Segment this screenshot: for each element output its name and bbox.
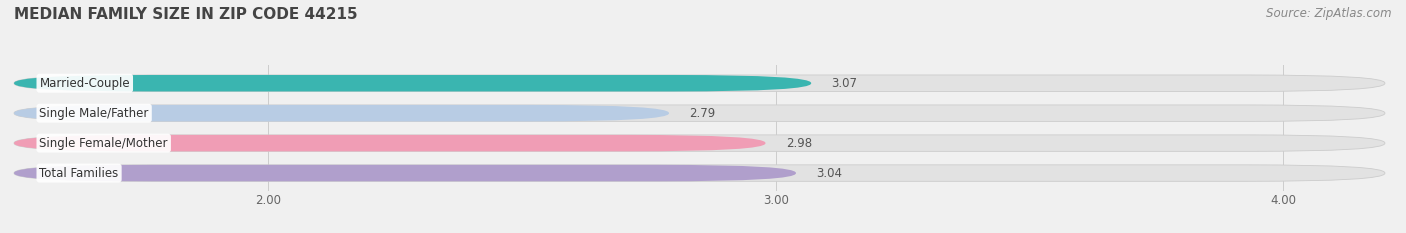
FancyBboxPatch shape <box>14 105 669 121</box>
Text: 3.07: 3.07 <box>831 77 858 90</box>
Text: Married-Couple: Married-Couple <box>39 77 131 90</box>
Text: Total Families: Total Families <box>39 167 118 180</box>
FancyBboxPatch shape <box>14 165 796 181</box>
Text: Source: ZipAtlas.com: Source: ZipAtlas.com <box>1267 7 1392 20</box>
FancyBboxPatch shape <box>14 165 1385 181</box>
Text: 3.04: 3.04 <box>817 167 842 180</box>
FancyBboxPatch shape <box>14 135 1385 151</box>
Text: Single Male/Father: Single Male/Father <box>39 107 149 120</box>
Text: 2.98: 2.98 <box>786 137 811 150</box>
Text: Single Female/Mother: Single Female/Mother <box>39 137 167 150</box>
FancyBboxPatch shape <box>14 135 765 151</box>
FancyBboxPatch shape <box>14 75 1385 92</box>
Text: 2.79: 2.79 <box>689 107 716 120</box>
FancyBboxPatch shape <box>14 105 1385 121</box>
Text: MEDIAN FAMILY SIZE IN ZIP CODE 44215: MEDIAN FAMILY SIZE IN ZIP CODE 44215 <box>14 7 357 22</box>
FancyBboxPatch shape <box>14 75 811 92</box>
